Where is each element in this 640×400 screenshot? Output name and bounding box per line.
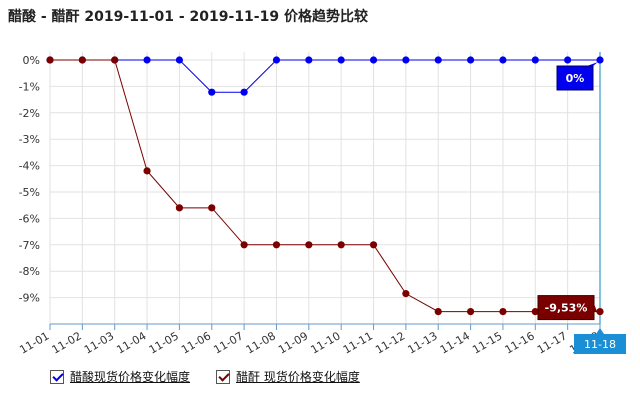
data-point (272, 241, 281, 249)
data-point (531, 56, 539, 64)
data-point (175, 56, 184, 64)
callout-pointer (587, 62, 598, 66)
data-point (531, 307, 539, 316)
checkbox-icon[interactable] (50, 369, 64, 384)
x-tick-label: 11-17 (535, 329, 569, 356)
end-labels: 0% -9,53% 11-18 (537, 62, 626, 354)
checkbox-icon[interactable] (216, 369, 231, 384)
data-point (208, 88, 216, 96)
x-tick-label: 11-12 (373, 329, 407, 356)
x-axis-ticks: 11-0111-0211-0311-0411-0511-0611-0711-08… (17, 52, 602, 357)
data-point (434, 56, 442, 64)
data-point (596, 56, 604, 64)
x-tick-label: 11-10 (308, 329, 342, 356)
data-point (402, 290, 410, 298)
data-point (272, 56, 281, 64)
x-tick-label: 11-01 (17, 329, 51, 356)
y-tick-label: 0% (23, 54, 40, 67)
data-point (402, 56, 410, 64)
y-tick-label: -9% (19, 292, 40, 305)
legend-label: 醋酐 现货价格变化幅度 (236, 370, 360, 384)
x-tick-label: 11-11 (341, 329, 375, 356)
x-tick-label: 11-02 (50, 329, 84, 356)
x-tick-label: 11-05 (147, 329, 181, 356)
data-point (369, 56, 378, 64)
data-point (564, 56, 572, 64)
y-tick-label: -1% (19, 80, 40, 93)
legend-label: 醋酸现货价格变化幅度 (70, 370, 191, 384)
x-tick-label: 11-03 (82, 329, 116, 356)
data-point (499, 56, 507, 64)
y-tick-label: -6% (19, 212, 40, 225)
data-point (434, 307, 442, 316)
series-line (50, 59, 600, 313)
x-tick-label: 11-07 (211, 329, 245, 356)
y-tick-label: -3% (19, 133, 40, 146)
data-point (143, 56, 151, 64)
legend: 醋酸现货价格变化幅度 醋酐 现货价格变化幅度 (50, 368, 360, 385)
data-point (111, 56, 119, 64)
data-point (466, 307, 475, 316)
data-point (499, 307, 507, 316)
end-label-box (556, 65, 594, 91)
data-point (240, 241, 248, 249)
data-point (466, 56, 475, 64)
y-tick-label: -2% (19, 107, 40, 120)
x-tick-label: 11-09 (276, 329, 310, 356)
end-label-box (537, 295, 595, 321)
crosshair-pointer (596, 328, 604, 334)
chart-title: 醋酸 - 醋酐 2019-11-01 - 2019-11-19 价格趋势比较 (8, 9, 368, 25)
data-point (143, 167, 151, 175)
data-point (78, 56, 86, 64)
y-tick-label: -5% (19, 186, 40, 199)
grid-lines (49, 52, 601, 325)
crosshair-label-box (574, 334, 626, 354)
x-tick-label: 11-13 (406, 329, 440, 356)
data-point (240, 88, 248, 96)
series-line (50, 59, 600, 93)
data-point (337, 56, 345, 64)
data-point (46, 56, 54, 64)
x-tick-label: 11-16 (503, 329, 537, 356)
data-point (369, 241, 378, 249)
x-tick-label: 11-06 (179, 329, 213, 356)
data-point (208, 204, 216, 212)
x-tick-label: 11-04 (114, 329, 148, 356)
legend-item-acetic-acid[interactable]: 醋酸现货价格变化幅度 (50, 368, 190, 385)
data-point (305, 241, 313, 249)
data-point (175, 204, 184, 212)
legend-item-acetic-anhydride[interactable]: 醋酐 现货价格变化幅度 (216, 368, 360, 385)
callout-pointer (594, 303, 597, 312)
x-tick-label: 11-08 (244, 329, 278, 356)
x-tick-label: 11-14 (438, 329, 472, 356)
y-tick-label: -8% (19, 265, 40, 278)
data-point (596, 307, 604, 316)
y-tick-label: -4% (19, 160, 40, 173)
end-label-text: 0% (566, 72, 585, 85)
data-point (337, 241, 345, 249)
y-tick-label: -7% (19, 239, 40, 252)
y-axis-ticks: 0% -1% -2% -3% -4% -5% -6% -7% -8% -9% (19, 54, 40, 305)
x-tick-label: 11-15 (470, 329, 504, 356)
data-point (305, 56, 313, 64)
end-label-text: -9,53% (545, 302, 588, 315)
series-layer (46, 56, 604, 316)
crosshair-label-text: 11-18 (584, 338, 616, 351)
